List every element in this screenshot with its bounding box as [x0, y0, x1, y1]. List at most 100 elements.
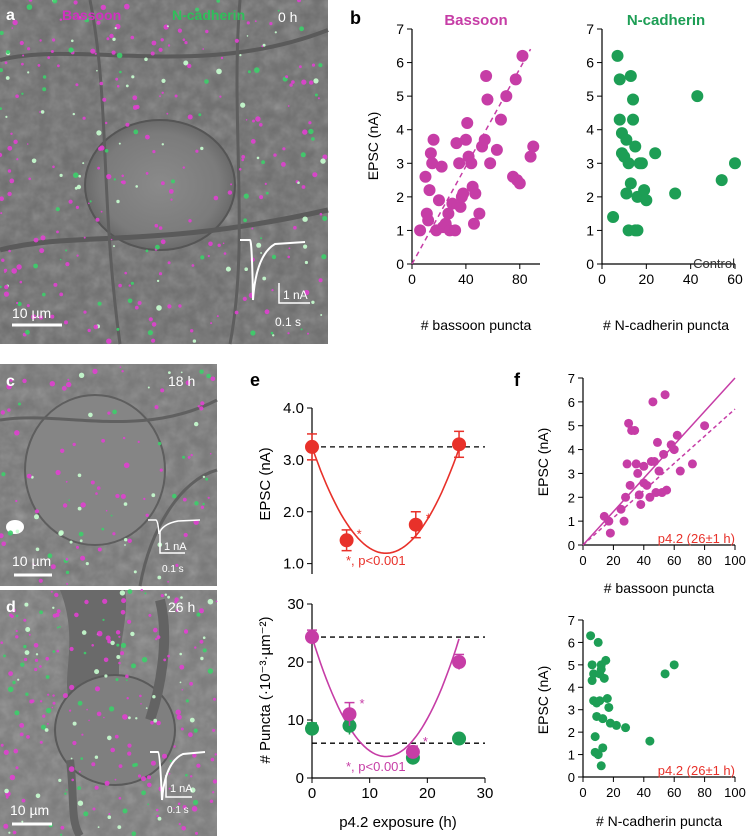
punctum — [217, 243, 221, 247]
punctum — [304, 260, 308, 265]
punctum — [147, 330, 153, 336]
data-point — [649, 147, 662, 160]
punctum — [25, 692, 29, 696]
punctum — [314, 93, 318, 97]
punctum — [121, 370, 124, 373]
panel-label-f: f — [514, 370, 521, 390]
punctum — [15, 94, 19, 98]
data-point — [480, 70, 493, 82]
significance-star: * — [359, 696, 364, 711]
punctum — [16, 301, 19, 305]
punctum — [39, 665, 42, 668]
punctum — [69, 48, 74, 53]
data-point — [659, 449, 669, 459]
punctum — [125, 674, 129, 679]
punctum — [134, 305, 139, 310]
punctum — [96, 486, 101, 490]
data-point — [454, 200, 467, 213]
punctum — [39, 248, 45, 254]
data-point — [660, 669, 670, 679]
punctum — [60, 825, 65, 830]
punctum — [49, 381, 55, 387]
punctum — [94, 52, 97, 55]
data-point — [435, 160, 448, 173]
y-tick-label: 6 — [396, 55, 404, 71]
punctum — [45, 707, 52, 714]
punctum — [193, 728, 198, 733]
data-point — [640, 194, 653, 207]
punctum — [115, 678, 119, 682]
punctum — [288, 247, 291, 250]
punctum — [153, 627, 158, 633]
punctum — [19, 732, 24, 737]
data-point — [627, 113, 640, 126]
punctum — [26, 473, 32, 479]
punctum — [220, 56, 224, 60]
punctum — [238, 168, 242, 171]
punctum — [0, 196, 4, 201]
scale-label-c: 10 µm — [12, 553, 51, 569]
punctum — [50, 564, 56, 570]
punctum — [160, 388, 165, 393]
punctum — [15, 766, 19, 770]
epsc-trace-a — [240, 239, 306, 301]
punctum — [65, 480, 68, 483]
punctum — [155, 637, 158, 641]
panel-label-c: c — [6, 373, 15, 390]
x-tick-label: 60 — [667, 553, 681, 568]
punctum — [73, 0, 78, 5]
y-tick-label: 3.0 — [283, 452, 304, 469]
punctum — [31, 158, 37, 164]
punctum — [28, 0, 33, 2]
punctum — [147, 782, 152, 788]
punctum — [65, 789, 68, 791]
punctum — [209, 799, 214, 803]
y-tick-label: 2.0 — [283, 504, 304, 521]
panel-label-b: b — [350, 8, 361, 28]
data-point — [605, 528, 615, 538]
micrograph-c — [0, 364, 218, 587]
punctum — [240, 102, 246, 108]
punctum — [5, 795, 9, 799]
punctum — [155, 244, 160, 250]
data-point-bassoon — [342, 707, 357, 722]
punctum — [45, 675, 50, 679]
punctum — [210, 757, 215, 762]
punctum — [102, 97, 107, 102]
punctum — [90, 48, 96, 54]
punctum — [116, 643, 120, 647]
punctum — [148, 613, 152, 617]
punctum — [156, 279, 160, 283]
punctum — [180, 371, 183, 374]
punctum — [24, 657, 28, 662]
punctum — [285, 75, 289, 79]
punctum — [115, 630, 121, 635]
x-tick-label: 10 — [361, 785, 378, 802]
data-point — [669, 660, 679, 670]
punctum — [242, 296, 247, 301]
punctum — [183, 60, 189, 66]
punctum — [58, 531, 64, 536]
punctum — [5, 115, 8, 118]
punctum — [106, 338, 112, 344]
data-point — [639, 461, 649, 471]
punctum — [130, 631, 135, 637]
x-axis-label: # N-cadherin puncta — [603, 317, 729, 333]
punctum — [72, 442, 76, 447]
punctum — [26, 304, 30, 308]
punctum — [120, 494, 126, 499]
punctum — [291, 80, 295, 84]
punctum — [1, 472, 6, 477]
punctum — [1, 258, 5, 262]
punctum — [250, 139, 256, 144]
punctum — [156, 635, 161, 639]
punctum — [198, 113, 202, 117]
punctum — [15, 629, 18, 633]
punctum — [297, 0, 301, 3]
y-tick-label: 1 — [568, 748, 575, 763]
data-point — [527, 140, 540, 153]
punctum — [15, 499, 18, 503]
punctum — [37, 64, 41, 67]
data-point-bassoon — [452, 655, 467, 669]
punctum — [121, 180, 126, 185]
